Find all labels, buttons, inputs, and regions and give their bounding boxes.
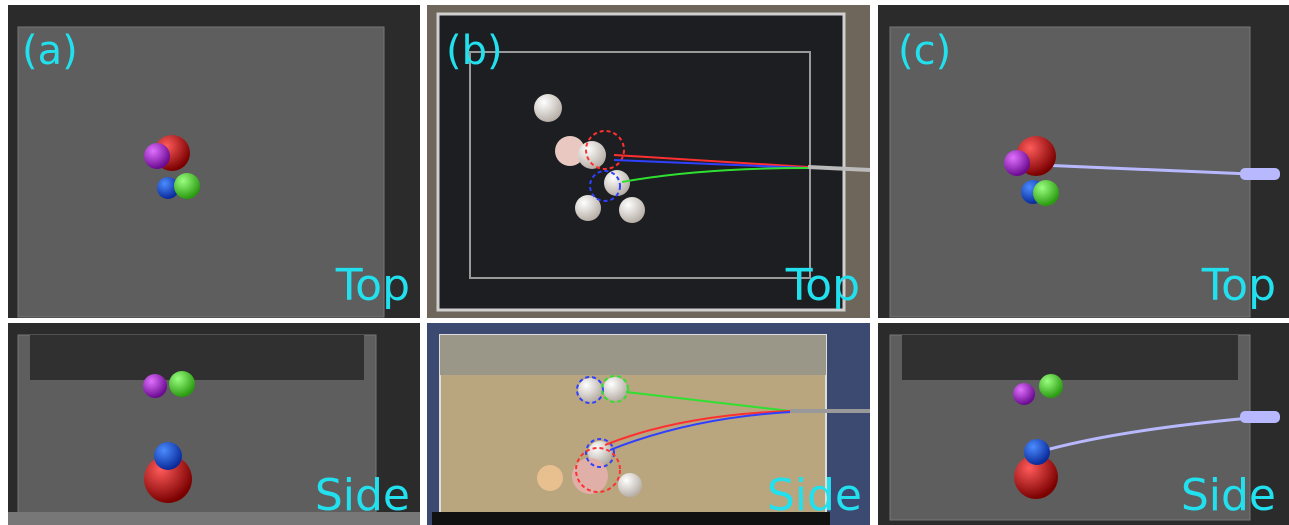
sphere (575, 195, 601, 221)
marker (589, 170, 621, 202)
view-label: Top (785, 260, 860, 311)
sphere (1004, 150, 1030, 176)
marker (585, 438, 615, 468)
sphere (618, 473, 642, 497)
sphere (1014, 455, 1058, 499)
base (432, 512, 830, 525)
panel-b-side (427, 323, 870, 525)
tether (613, 154, 809, 168)
sphere (1013, 383, 1035, 405)
sphere (1024, 439, 1050, 465)
base (8, 512, 420, 525)
sphere (619, 197, 645, 223)
rod (1240, 411, 1280, 423)
panel-label: (c) (898, 28, 951, 74)
sphere (555, 136, 585, 166)
panel-label: (a) (22, 28, 78, 74)
tank-rim (469, 51, 811, 279)
view-label: Side (315, 470, 410, 521)
panel-label: (b) (446, 28, 503, 74)
panel-b-top (427, 5, 871, 318)
panel-a-side (8, 323, 420, 525)
panel-c-top (878, 5, 1289, 318)
panel-c-side (878, 323, 1289, 525)
sphere (144, 143, 170, 169)
marker (575, 447, 621, 493)
sphere (144, 455, 192, 503)
air (440, 335, 826, 375)
sphere (578, 141, 606, 169)
tank (17, 26, 385, 318)
view-label: Side (767, 470, 862, 521)
sphere (537, 465, 563, 491)
tether (1045, 416, 1251, 452)
panel-a-top (8, 5, 420, 318)
rod (807, 165, 871, 172)
tether (604, 410, 791, 446)
sphere (1033, 180, 1059, 206)
marker (601, 375, 629, 403)
sphere (157, 177, 179, 199)
sphere (154, 442, 182, 470)
tether (621, 167, 809, 183)
sphere (603, 377, 627, 401)
marker (576, 376, 604, 404)
air (902, 335, 1238, 380)
view-label: Top (335, 260, 410, 311)
sphere (578, 378, 602, 402)
tether (609, 411, 791, 451)
view-label: Side (1181, 470, 1276, 521)
sphere (572, 458, 608, 494)
sphere (1039, 374, 1063, 398)
sphere (174, 173, 200, 199)
sphere (534, 94, 562, 122)
tether (1039, 163, 1251, 176)
rod (1240, 168, 1280, 180)
tether (625, 391, 791, 412)
marker (585, 130, 625, 170)
tether (613, 159, 809, 169)
view-label: Top (1201, 260, 1276, 311)
sphere (169, 371, 195, 397)
sphere (143, 374, 167, 398)
air (30, 335, 364, 380)
sphere (604, 170, 630, 196)
